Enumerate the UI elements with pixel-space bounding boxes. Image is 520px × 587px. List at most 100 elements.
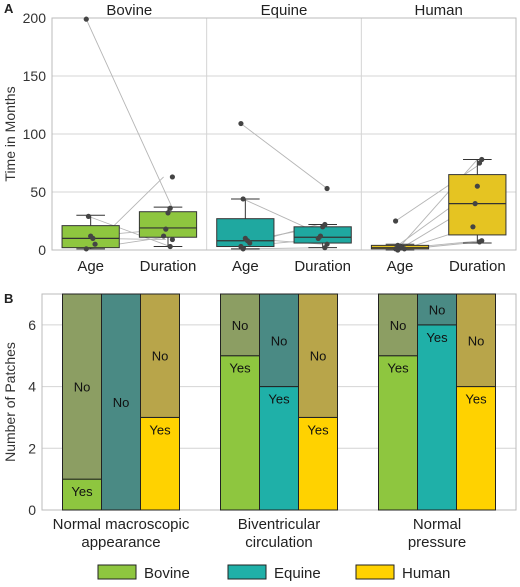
- legend-label: Human: [402, 565, 450, 582]
- bar-yes: [259, 386, 299, 511]
- y-tick-label-a: 50: [30, 184, 46, 200]
- data-point: [474, 183, 480, 189]
- data-point: [85, 213, 92, 219]
- legend-label: Equine: [274, 565, 321, 582]
- y-tick-label-b: 6: [28, 317, 36, 333]
- data-point: [320, 224, 326, 230]
- legend-swatch: [97, 564, 137, 580]
- data-point: [165, 210, 171, 216]
- x-tick-label-b: Normal macroscopic: [53, 516, 190, 533]
- data-point: [393, 218, 399, 224]
- bar-no: [298, 293, 338, 418]
- data-point: [238, 120, 244, 127]
- data-point: [83, 246, 89, 252]
- bar-label-no: No: [74, 380, 91, 395]
- box: [216, 218, 275, 248]
- data-point: [476, 239, 483, 245]
- x-tick-label-a: Age: [232, 258, 259, 275]
- panel-label-b: B: [4, 291, 13, 306]
- facet-title: Equine: [261, 2, 308, 19]
- data-point: [90, 235, 96, 241]
- legend-swatch: [227, 564, 267, 580]
- bar-no: [417, 293, 457, 326]
- panel-label-a: A: [4, 1, 14, 16]
- data-point: [163, 226, 169, 232]
- plot-frame-a: [51, 17, 517, 251]
- facet-title: Bovine: [106, 2, 152, 19]
- data-point: [247, 240, 253, 246]
- y-axis-label-b: Number of Patches: [2, 342, 18, 462]
- bar-label-yes: Yes: [268, 392, 290, 407]
- y-tick-label-a: 0: [38, 242, 46, 258]
- bar-label-yes: Yes: [149, 422, 171, 437]
- bar-no: [140, 293, 180, 418]
- data-point: [240, 196, 246, 202]
- x-tick-label-a: Duration: [140, 258, 197, 275]
- data-point: [167, 243, 173, 250]
- data-point: [83, 16, 89, 22]
- x-tick-label-a: Duration: [449, 258, 506, 275]
- y-tick-label-b: 2: [28, 440, 36, 456]
- bar-label-no: No: [429, 302, 446, 317]
- pair-line: [399, 159, 478, 247]
- x-tick-label-a: Duration: [294, 258, 351, 275]
- bar-label-yes: Yes: [426, 330, 448, 345]
- bar-label-no: No: [152, 349, 169, 364]
- bar-yes: [220, 355, 260, 511]
- data-point: [395, 247, 401, 253]
- pair-line: [395, 162, 482, 222]
- pair-line: [85, 18, 173, 209]
- bar-label-no: No: [113, 395, 130, 410]
- data-point: [476, 160, 483, 166]
- pair-line: [240, 123, 328, 189]
- bar-yes: [62, 478, 102, 511]
- data-point: [92, 241, 98, 247]
- data-point: [167, 205, 173, 211]
- bar-yes: [140, 416, 180, 511]
- data-point: [472, 201, 478, 207]
- x-tick-label-b: Biventricular: [238, 516, 321, 533]
- y-tick-label-b: 4: [28, 379, 36, 395]
- y-tick-label-b: 0: [28, 502, 36, 518]
- x-tick-label-b: circulation: [245, 534, 313, 551]
- bar-label-no: No: [468, 333, 485, 348]
- x-tick-label-a: Age: [387, 258, 414, 275]
- data-point: [169, 174, 175, 180]
- bar-yes: [456, 386, 496, 511]
- data-point: [470, 224, 476, 230]
- x-tick-label-b: appearance: [81, 534, 160, 551]
- bar-label-yes: Yes: [229, 361, 251, 376]
- data-point: [401, 246, 407, 252]
- bar-label-yes: Yes: [465, 392, 487, 407]
- pair-line: [88, 215, 171, 247]
- box: [138, 211, 198, 238]
- bar-yes: [378, 355, 418, 511]
- y-tick-label-a: 200: [23, 10, 47, 26]
- data-point: [161, 233, 167, 239]
- x-tick-label-a: Age: [77, 258, 104, 275]
- bar-label-no: No: [232, 318, 249, 333]
- data-point: [324, 185, 330, 192]
- bar-label-yes: Yes: [387, 361, 409, 376]
- bar-label-no: No: [390, 318, 407, 333]
- x-tick-label-b: Normal: [413, 516, 461, 533]
- data-point: [169, 236, 175, 243]
- bar-label-yes: Yes: [71, 484, 93, 499]
- y-tick-label-a: 150: [23, 68, 47, 84]
- bar-label-yes: Yes: [307, 422, 329, 437]
- legend-swatch: [355, 564, 395, 580]
- bar-no: [101, 293, 141, 511]
- bar-yes: [417, 324, 457, 511]
- data-point: [315, 235, 321, 241]
- legend-label: Bovine: [144, 565, 190, 582]
- bar-label-no: No: [271, 333, 288, 348]
- bar-no: [220, 293, 260, 357]
- facet-title: Human: [414, 2, 462, 19]
- y-axis-label-a: Time in Months: [2, 86, 18, 181]
- y-tick-label-a: 100: [23, 126, 47, 142]
- data-point: [240, 246, 246, 252]
- bar-no: [456, 293, 496, 388]
- bar-label-no: No: [310, 349, 327, 364]
